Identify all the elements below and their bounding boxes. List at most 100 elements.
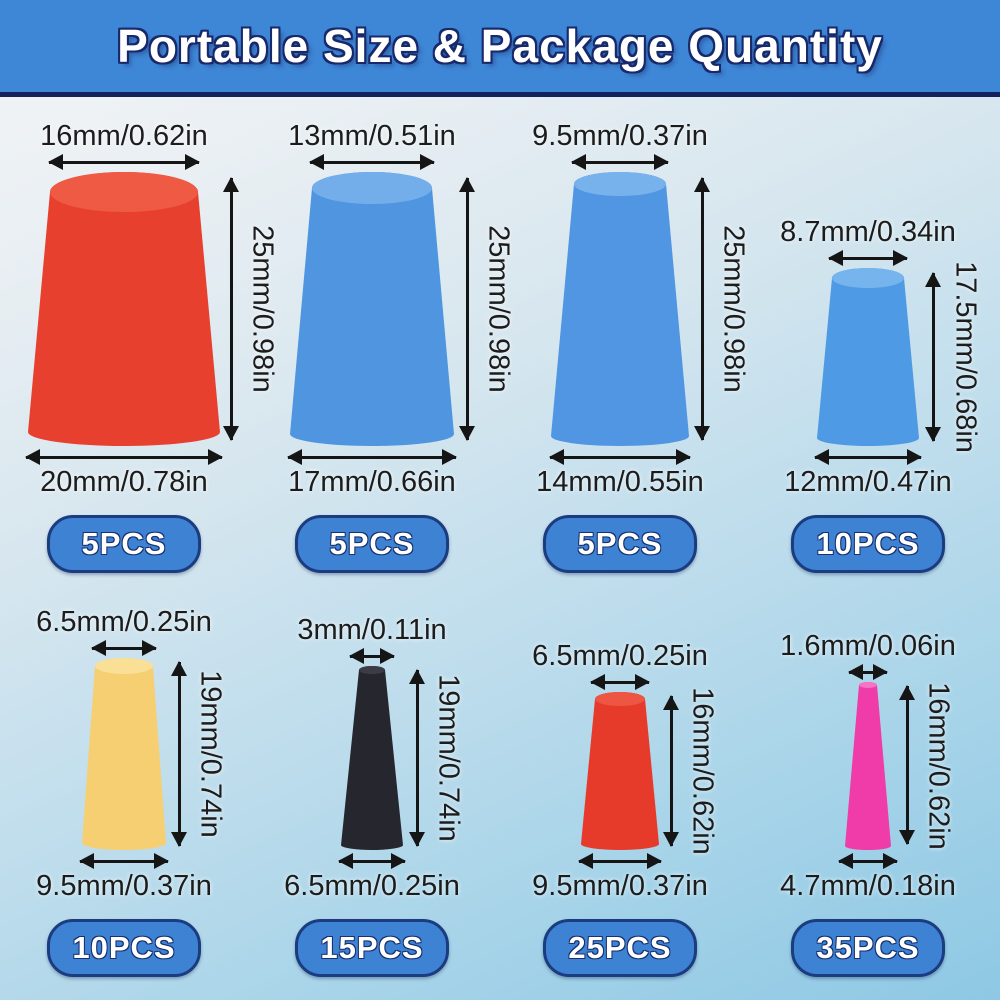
stopper-top-face bbox=[50, 172, 198, 212]
stopper-image bbox=[551, 172, 689, 446]
quantity-badge: 25PCS bbox=[543, 919, 697, 977]
stopper-top-face bbox=[859, 682, 877, 688]
top-diameter-label: 6.5mm/0.25in bbox=[532, 640, 708, 672]
stopper-card-red-small: 6.5mm/0.25in 16mm/0.62in 9.5mm/0.37in 25… bbox=[498, 595, 742, 977]
top-width-arrow bbox=[590, 674, 650, 690]
quantity-badge: 5PCS bbox=[47, 515, 201, 573]
height-label: 19mm/0.74in bbox=[432, 674, 465, 842]
stopper-body bbox=[341, 666, 403, 850]
bottom-width-arrow bbox=[838, 853, 898, 869]
stopper-top-face bbox=[359, 666, 385, 674]
stopper-top-face bbox=[574, 172, 666, 196]
stopper-top-face bbox=[95, 658, 153, 674]
stopper-figure: 17.5mm/0.68in bbox=[746, 261, 990, 453]
quantity-label: 5PCS bbox=[329, 526, 415, 561]
stopper-figure: 19mm/0.74in bbox=[250, 664, 494, 852]
stopper-body bbox=[817, 268, 919, 446]
height-arrow bbox=[899, 685, 915, 845]
bottom-diameter-label: 4.7mm/0.18in bbox=[780, 870, 956, 902]
top-width-arrow bbox=[48, 154, 200, 170]
height-label: 16mm/0.62in bbox=[686, 687, 719, 855]
top-diameter-label: 16mm/0.62in bbox=[40, 120, 208, 152]
page-title: Portable Size & Package Quantity bbox=[117, 20, 883, 72]
height-arrow bbox=[694, 177, 710, 441]
stopper-card-yellow: 6.5mm/0.25in 19mm/0.74in 9.5mm/0.37in 10… bbox=[2, 595, 246, 977]
bottom-diameter-label: 17mm/0.66in bbox=[288, 466, 456, 498]
quantity-label: 10PCS bbox=[72, 930, 176, 965]
stopper-card-blue-large: 13mm/0.51in 25mm/0.98in 17mm/0.66in 5PCS bbox=[250, 105, 515, 573]
bottom-width-arrow bbox=[549, 449, 691, 465]
stopper-image bbox=[845, 682, 891, 850]
stopper-card-red-large: 16mm/0.62in 25mm/0.98in 20mm/0.78in 5PCS bbox=[2, 105, 279, 573]
quantity-label: 5PCS bbox=[81, 526, 167, 561]
stopper-card-blue-small: 8.7mm/0.34in 17.5mm/0.68in 12mm/0.47in 1… bbox=[746, 105, 990, 573]
stopper-top-face bbox=[312, 172, 432, 204]
quantity-label: 25PCS bbox=[568, 930, 672, 965]
bottom-diameter-label: 9.5mm/0.37in bbox=[532, 870, 708, 902]
height-arrow bbox=[409, 669, 425, 847]
top-diameter-label: 13mm/0.51in bbox=[288, 120, 456, 152]
stopper-figure: 16mm/0.62in bbox=[498, 687, 742, 855]
stopper-figure: 25mm/0.98in bbox=[2, 170, 279, 448]
stopper-body bbox=[551, 172, 689, 446]
quantity-label: 35PCS bbox=[816, 930, 920, 965]
quantity-badge: 10PCS bbox=[47, 919, 201, 977]
quantity-badge: 35PCS bbox=[791, 919, 945, 977]
bottom-width-arrow bbox=[338, 853, 406, 869]
bottom-diameter-label: 14mm/0.55in bbox=[536, 466, 704, 498]
stopper-figure: 25mm/0.98in bbox=[498, 170, 750, 448]
quantity-label: 15PCS bbox=[320, 930, 424, 965]
top-width-arrow bbox=[828, 250, 908, 266]
quantity-label: 10PCS bbox=[816, 526, 920, 561]
top-diameter-label: 1.6mm/0.06in bbox=[780, 630, 956, 662]
stopper-card-blue-medium: 9.5mm/0.37in 25mm/0.98in 14mm/0.55in 5PC… bbox=[498, 105, 750, 573]
stopper-image bbox=[817, 268, 919, 446]
stopper-row-2: 6.5mm/0.25in 19mm/0.74in 9.5mm/0.37in 10… bbox=[0, 587, 1000, 977]
stopper-image bbox=[82, 658, 166, 850]
top-width-arrow bbox=[571, 154, 669, 170]
stopper-body bbox=[845, 682, 891, 850]
height-label: 25mm/0.98in bbox=[717, 225, 750, 393]
stopper-image bbox=[581, 692, 659, 850]
height-arrow bbox=[223, 177, 239, 441]
bottom-width-arrow bbox=[578, 853, 662, 869]
height-label: 17.5mm/0.68in bbox=[949, 261, 982, 453]
height-label: 19mm/0.74in bbox=[194, 670, 227, 838]
top-width-arrow bbox=[349, 648, 395, 664]
height-label: 16mm/0.62in bbox=[922, 682, 955, 850]
height-arrow bbox=[171, 661, 187, 847]
height-arrow bbox=[925, 272, 941, 442]
stopper-card-pink: 1.6mm/0.06in 16mm/0.62in 4.7mm/0.18in 35… bbox=[746, 595, 990, 977]
stopper-body bbox=[28, 172, 220, 446]
bottom-width-arrow bbox=[79, 853, 169, 869]
quantity-label: 5PCS bbox=[577, 526, 663, 561]
stopper-top-face bbox=[832, 268, 904, 288]
quantity-badge: 15PCS bbox=[295, 919, 449, 977]
stopper-body bbox=[290, 172, 454, 446]
bottom-diameter-label: 9.5mm/0.37in bbox=[36, 870, 212, 902]
stopper-body bbox=[581, 692, 659, 850]
top-width-arrow bbox=[309, 154, 435, 170]
stopper-image bbox=[290, 172, 454, 446]
quantity-badge: 5PCS bbox=[295, 515, 449, 573]
bottom-width-arrow bbox=[814, 449, 922, 465]
height-arrow bbox=[663, 695, 679, 847]
bottom-width-arrow bbox=[25, 449, 223, 465]
stopper-image bbox=[28, 172, 220, 446]
stopper-figure: 25mm/0.98in bbox=[250, 170, 515, 448]
top-diameter-label: 8.7mm/0.34in bbox=[780, 216, 956, 248]
stopper-figure: 16mm/0.62in bbox=[746, 680, 990, 852]
bottom-diameter-label: 6.5mm/0.25in bbox=[284, 870, 460, 902]
stopper-card-black: 3mm/0.11in 19mm/0.74in 6.5mm/0.25in 15PC… bbox=[250, 595, 494, 977]
quantity-badge: 10PCS bbox=[791, 515, 945, 573]
top-width-arrow bbox=[848, 664, 888, 680]
top-diameter-label: 3mm/0.11in bbox=[297, 614, 447, 646]
header-banner: Portable Size & Package Quantity bbox=[0, 0, 1000, 97]
quantity-badge: 5PCS bbox=[543, 515, 697, 573]
stopper-image bbox=[341, 666, 403, 850]
stopper-body bbox=[82, 658, 166, 850]
stopper-top-face bbox=[595, 692, 645, 706]
bottom-diameter-label: 20mm/0.78in bbox=[40, 466, 208, 498]
stopper-row-1: 16mm/0.62in 25mm/0.98in 20mm/0.78in 5PCS… bbox=[0, 97, 1000, 573]
height-arrow bbox=[459, 177, 475, 441]
